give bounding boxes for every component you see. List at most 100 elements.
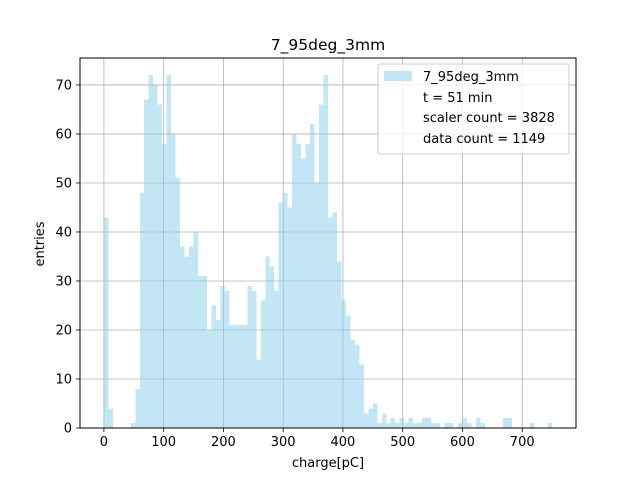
y-tick-label: 0 [64, 422, 72, 437]
histogram-bar [229, 325, 234, 428]
histogram-bar [350, 339, 355, 428]
histogram-bar [426, 418, 432, 428]
histogram-bar [328, 217, 333, 428]
histogram-bar [449, 423, 454, 428]
x-tick-label: 300 [271, 435, 296, 450]
y-tick-label: 40 [55, 225, 72, 240]
y-tick-label: 50 [55, 176, 72, 191]
histogram-bar [211, 305, 216, 428]
histogram-bar [184, 256, 190, 428]
y-tick-label: 60 [55, 127, 72, 142]
histogram-bar [395, 423, 400, 428]
histogram-bar [153, 84, 158, 428]
histogram-bar [386, 423, 391, 428]
histogram-bar [547, 423, 553, 428]
histogram-bar [157, 104, 163, 429]
histogram-bar [377, 423, 382, 428]
histogram-bar [220, 285, 225, 428]
x-tick-label: 500 [390, 435, 415, 450]
x-tick-label: 200 [211, 435, 236, 450]
y-tick-label: 30 [55, 274, 72, 289]
histogram-bar [247, 285, 252, 428]
legend-entry-scaler-count: scaler count = 3828 [423, 111, 555, 126]
histogram-bar [408, 418, 414, 428]
histogram-bar [180, 246, 185, 428]
histogram-bar [462, 418, 467, 428]
histogram-bar [139, 192, 145, 428]
histogram-bar [444, 423, 450, 428]
histogram-bar [529, 423, 535, 428]
histogram-bar [144, 99, 149, 428]
histogram-bar [238, 325, 243, 428]
legend-entry-series: 7_95deg_3mm [423, 70, 519, 85]
histogram-bar [341, 300, 346, 428]
histogram-bar [301, 158, 306, 429]
histogram-bar [363, 413, 369, 428]
histogram-bar [310, 124, 315, 429]
histogram-bar [278, 202, 284, 428]
histogram-bar [256, 359, 261, 428]
histogram-bar [292, 133, 297, 428]
histogram-bar [359, 364, 364, 428]
histogram-bar [404, 423, 409, 428]
histogram-bar [345, 315, 351, 428]
histogram-bar [148, 75, 154, 429]
histogram-bar [162, 143, 167, 428]
histogram-bar [265, 256, 270, 428]
histogram-bar [422, 418, 427, 428]
histogram-bar [336, 261, 342, 428]
chart-title: 7_95deg_3mm [271, 36, 385, 55]
histogram-bar [354, 344, 360, 428]
histogram-bar [475, 418, 481, 428]
histogram-bar [251, 290, 257, 428]
histogram-bar [435, 423, 441, 428]
histogram-bar [287, 207, 293, 428]
histogram-bar [202, 276, 207, 428]
histogram-bar [507, 418, 512, 428]
histogram-bars [103, 75, 553, 429]
histogram-bar [166, 75, 172, 429]
x-tick-label: 0 [100, 435, 108, 450]
x-tick-label: 100 [151, 435, 176, 450]
y-tick-label: 70 [55, 78, 72, 93]
legend-entry-time: t = 51 min [423, 91, 492, 106]
histogram-bar [135, 388, 140, 428]
histogram-bar [457, 423, 463, 428]
histogram-bar [224, 290, 230, 428]
histogram-bar [314, 182, 320, 428]
legend-box [377, 63, 570, 155]
histogram-bar [175, 178, 181, 428]
histogram-bar [103, 217, 109, 428]
histogram-bar [108, 408, 113, 428]
histogram-bar [260, 300, 266, 428]
axis-ticks: 0 100 200 300 400 500 600 700 0 10 20 30 40 50 60 70 [55, 78, 534, 450]
legend: 7_95deg_3mm t = 51 min scaler count = 38… [377, 63, 570, 155]
histogram-bar [413, 423, 418, 428]
histogram-bar [130, 423, 136, 428]
histogram-bar [466, 423, 472, 428]
histogram-bar [189, 246, 194, 428]
x-tick-label: 700 [510, 435, 535, 450]
histogram-bar [417, 423, 423, 428]
histogram-bar [323, 75, 328, 429]
histogram-bar [171, 133, 176, 428]
x-tick-label: 400 [331, 435, 356, 450]
y-tick-label: 10 [55, 372, 72, 387]
y-axis-label: entries [33, 221, 48, 266]
histogram-bar [319, 104, 324, 429]
histogram-bar [399, 418, 405, 428]
histogram-bar [198, 276, 203, 428]
y-tick-label: 20 [55, 323, 72, 338]
histogram-bar [269, 266, 275, 428]
x-tick-label: 600 [450, 435, 475, 450]
histogram-bar [274, 290, 279, 428]
legend-swatch [384, 71, 412, 81]
plot-frame [79, 57, 577, 429]
histogram-bar [390, 418, 396, 428]
histogram-bar [381, 413, 387, 428]
histogram-bar [206, 329, 212, 428]
histogram-bar [332, 212, 337, 428]
histogram-bar [368, 408, 373, 428]
histogram-bar [242, 325, 248, 428]
